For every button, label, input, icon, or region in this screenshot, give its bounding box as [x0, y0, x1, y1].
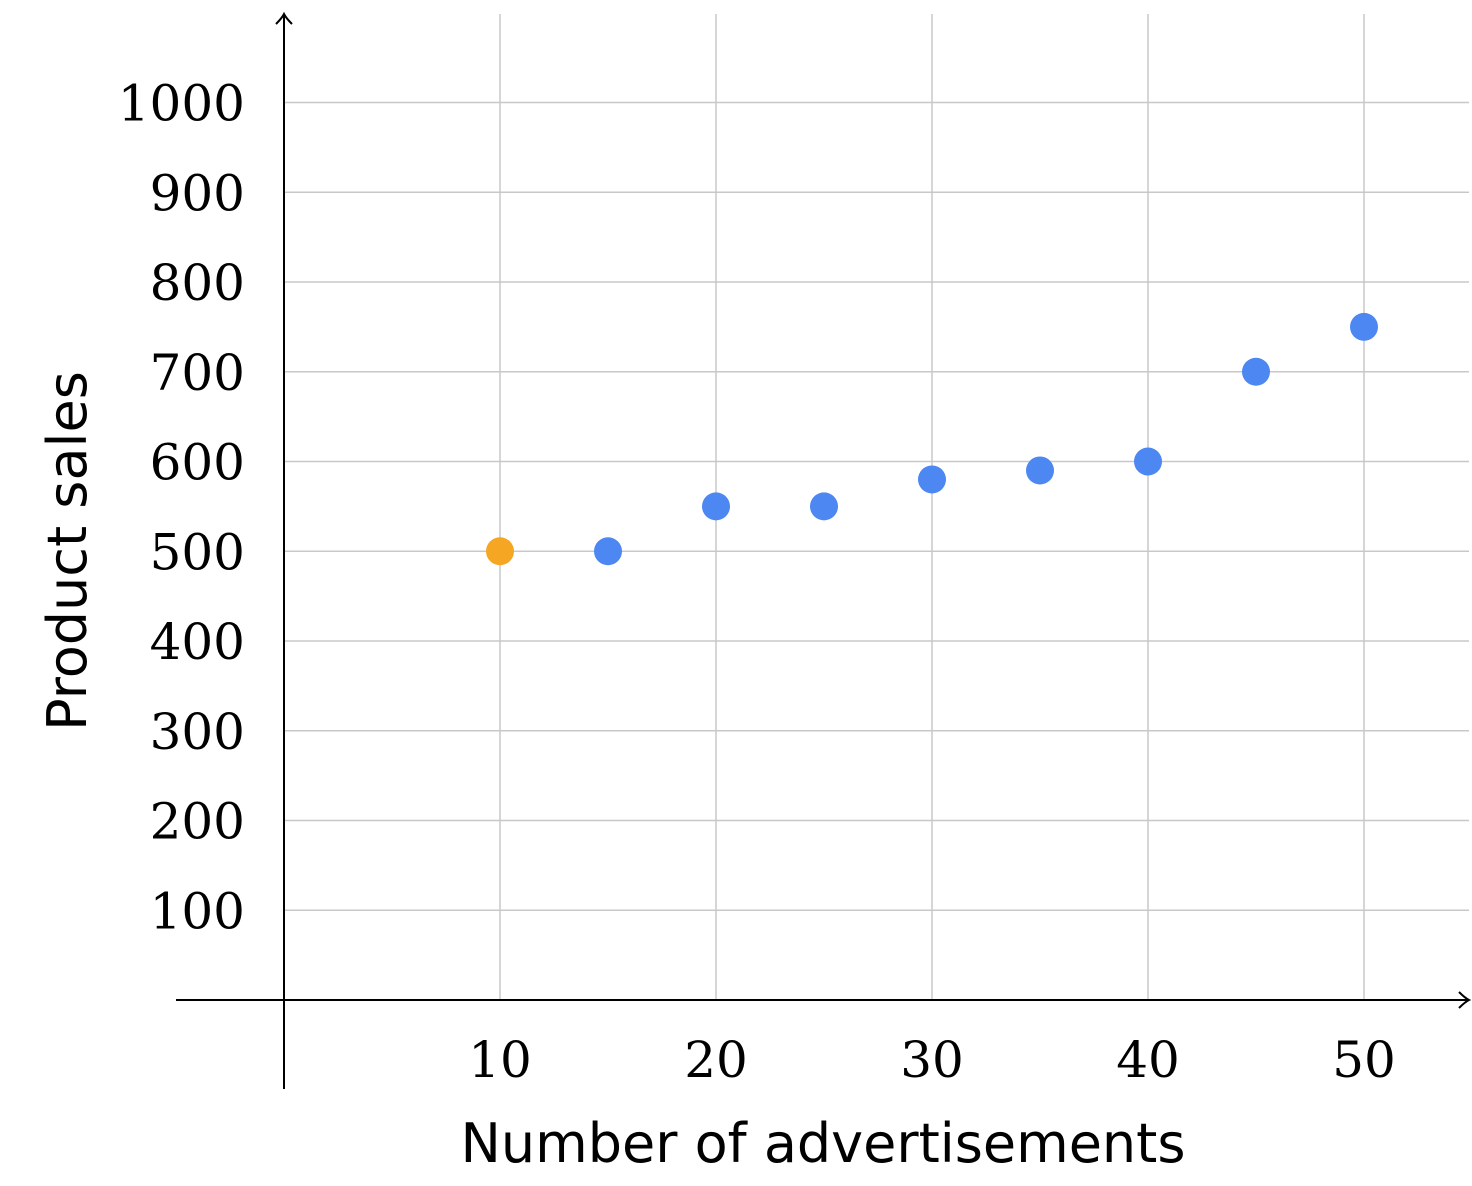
data-point	[594, 537, 622, 566]
axes	[176, 11, 1472, 1089]
y-tick-label: 500	[150, 523, 245, 581]
y-tick-label: 800	[150, 254, 245, 312]
data-point	[810, 492, 838, 521]
grid	[284, 14, 1469, 1000]
y-tick-label: 900	[150, 164, 245, 222]
x-tick-label: 50	[1332, 1031, 1396, 1089]
x-tick-label: 20	[684, 1031, 748, 1089]
y-tick-label: 1000	[118, 75, 245, 133]
x-tick-label: 10	[468, 1031, 532, 1089]
x-axis-title: Number of advertisements	[461, 1112, 1186, 1175]
y-tick-label: 200	[150, 793, 245, 851]
data-point	[918, 465, 946, 494]
y-tick-label: 300	[150, 703, 245, 761]
data-points	[486, 312, 1378, 566]
data-point	[1242, 357, 1270, 386]
y-tick-label: 100	[150, 882, 245, 940]
x-tick-label: 30	[900, 1031, 964, 1089]
x-axis-arrowhead	[1458, 991, 1472, 1009]
y-tick-label: 600	[150, 434, 245, 492]
x-tick-labels: 10 20 30 40 50	[468, 1031, 1396, 1089]
y-axis-title: Product sales	[36, 371, 99, 731]
data-point	[486, 537, 514, 566]
data-point	[1026, 456, 1054, 485]
y-tick-labels: 100 200 300 400 500 600 700 800 900 1000	[118, 75, 245, 941]
y-tick-label: 700	[150, 344, 245, 402]
y-axis-arrowhead	[275, 11, 293, 25]
data-point	[702, 492, 730, 521]
data-point	[1134, 447, 1162, 476]
y-tick-label: 400	[150, 613, 245, 671]
x-tick-label: 40	[1116, 1031, 1180, 1089]
data-point	[1350, 312, 1378, 341]
